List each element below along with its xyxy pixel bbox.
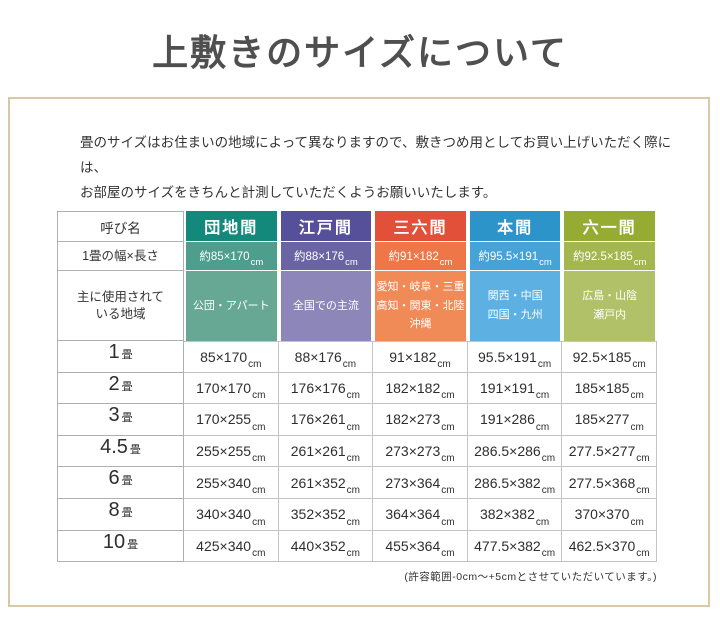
size-cell: 286.5×382 cm (467, 467, 563, 499)
tatami-dimension-cell: 約91×182 cm (373, 242, 468, 271)
size-cell: 352×352 cm (278, 498, 374, 531)
size-cell: 176×261 cm (278, 404, 374, 436)
tatami-dimension-cell: 約92.5×185 cm (562, 242, 657, 271)
size-cell: 261×261 cm (278, 435, 374, 468)
column-header-edoma: 江戸間 (278, 211, 374, 242)
size-cell: 185×277 cm (562, 404, 657, 436)
size-cell: 85×170 cm (184, 341, 279, 373)
size-cell: 370×370 cm (562, 498, 657, 531)
tolerance-footnote: (許容範囲-0cm〜+5cmとさせていただいています。) (404, 571, 657, 583)
size-cell: 255×340 cm (184, 467, 279, 499)
size-cell: 364×364 cm (373, 498, 468, 531)
size-row-label: 4.5 畳 (57, 435, 184, 468)
region-cell: 広島・山陰 瀬戸内 (562, 271, 657, 341)
intro-line-1: 畳のサイズはお住まいの地域によって異なりますので、敷きつめ用としてお買い上げいた… (80, 135, 672, 175)
tatami-dimension-cell: 約88×176 cm (278, 242, 374, 271)
size-cell: 261×352 cm (278, 467, 374, 499)
size-cell: 462.5×370 cm (562, 530, 657, 563)
size-table: 呼び名 団地間 江戸間 三六間 本間 六一間 1畳の幅×長さ 約85×170 cm… (57, 211, 657, 563)
size-cell: 170×170 cm (184, 372, 279, 405)
size-cell: 273×273 cm (373, 435, 468, 468)
region-cell: 愛知・岐阜・三重 高知・関東・北陸 沖縄 (373, 271, 468, 341)
table-corner-label: 呼び名 (57, 211, 184, 242)
region-cell: 関西・中国 四国・九州 (467, 271, 563, 341)
size-cell: 277.5×277 cm (562, 435, 657, 468)
size-cell: 182×182 cm (373, 372, 468, 405)
intro-line-2: お部屋のサイズをきちんと計測していただくようお願いいたします。 (80, 184, 497, 200)
tatami-dimension-cell: 約85×170 cm (184, 242, 279, 271)
size-cell: 425×340 cm (184, 530, 279, 563)
size-cell: 176×176 cm (278, 372, 374, 405)
size-cell: 185×185 cm (562, 372, 657, 405)
size-cell: 92.5×185 cm (562, 341, 657, 373)
size-cell: 182×273 cm (373, 404, 468, 436)
tatami-dimension-cell: 約95.5×191 cm (467, 242, 563, 271)
size-cell: 88×176 cm (278, 341, 374, 373)
size-cell: 191×191 cm (467, 372, 563, 405)
intro-text: 畳のサイズはお住まいの地域によって異なりますので、敷きつめ用としてお買い上げいた… (80, 131, 680, 206)
size-cell: 170×255 cm (184, 404, 279, 436)
size-row-label: 10 畳 (57, 530, 184, 563)
column-header-honma: 本間 (467, 211, 563, 242)
size-cell: 440×352 cm (278, 530, 374, 563)
size-cell: 255×255 cm (184, 435, 279, 468)
size-cell: 191×286 cm (467, 404, 563, 436)
content-box: 畳のサイズはお住まいの地域によって異なりますので、敷きつめ用としてお買い上げいた… (8, 97, 710, 607)
size-cell: 95.5×191 cm (467, 341, 563, 373)
column-header-danchima: 団地間 (184, 211, 279, 242)
size-cell: 382×382 cm (467, 498, 563, 531)
column-header-rokuichima: 六一間 (562, 211, 657, 242)
column-header-sanrokuma: 三六間 (373, 211, 468, 242)
size-cell: 340×340 cm (184, 498, 279, 531)
size-cell: 477.5×382 cm (467, 530, 563, 563)
size-cell: 277.5×368 cm (562, 467, 657, 499)
size-cell: 286.5×286 cm (467, 435, 563, 468)
row-label-tatami-dimensions: 1畳の幅×長さ (57, 242, 184, 271)
size-cell: 273×364 cm (373, 467, 468, 499)
size-cell: 455×364 cm (373, 530, 468, 563)
row-label-regions: 主に使用されて いる地域 (57, 271, 184, 341)
page-title: 上敷きのサイズについて (152, 32, 568, 74)
region-cell: 公団・アパート (184, 271, 279, 341)
region-cell: 全国での主流 (278, 271, 374, 341)
size-cell: 91×182 cm (373, 341, 468, 373)
